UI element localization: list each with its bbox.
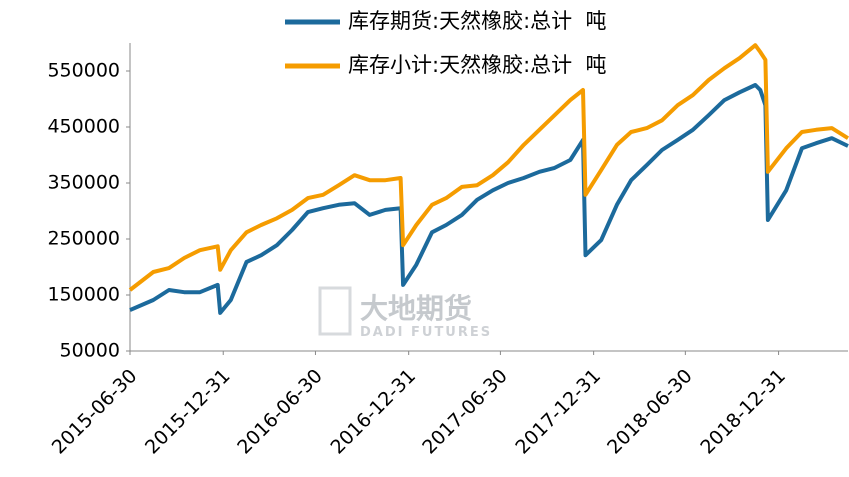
legend-label: 库存小计:天然橡胶:总计 吨	[348, 53, 607, 77]
y-tick-label: 250000	[47, 228, 120, 250]
series-line	[129, 83, 849, 315]
y-tick-label: 450000	[47, 116, 120, 138]
x-tick-label: 2017-12-31	[511, 365, 605, 459]
x-tick-label: 2018-06-30	[603, 365, 697, 459]
x-tick-label: 2016-06-30	[233, 365, 327, 459]
x-tick-label: 2018-12-31	[696, 365, 790, 459]
x-tick-label: 2016-12-31	[326, 365, 420, 459]
y-tick-label: 50000	[60, 340, 120, 362]
legend-label: 库存期货:天然橡胶:总计 吨	[348, 9, 607, 33]
x-tick-label: 2017-06-30	[418, 365, 512, 459]
y-tick-label: 350000	[47, 172, 120, 194]
watermark-text: 大地期货	[360, 292, 472, 325]
watermark-subtext: DADI FUTURES	[360, 325, 492, 340]
y-tick-label: 550000	[47, 60, 120, 82]
x-tick-label: 2015-12-31	[141, 365, 235, 459]
y-tick-label: 150000	[47, 284, 120, 306]
series-line	[128, 43, 849, 292]
x-tick-label: 2015-06-30	[48, 365, 142, 459]
watermark-logo	[318, 286, 352, 336]
watermark: 大地期货 DADI FUTURES	[318, 286, 492, 340]
